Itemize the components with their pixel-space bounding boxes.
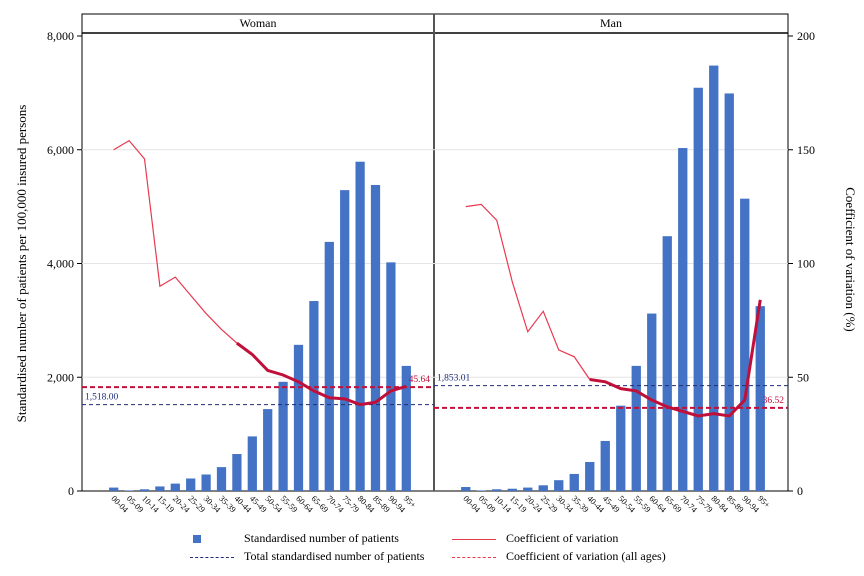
bar bbox=[201, 474, 211, 491]
legend-line-icon bbox=[452, 533, 496, 545]
bar bbox=[155, 486, 165, 491]
y-right-tick-label: 200 bbox=[797, 29, 815, 43]
bar bbox=[724, 93, 734, 491]
bar bbox=[678, 148, 688, 491]
bar bbox=[616, 405, 626, 491]
legend-item-cv: Coefficient of variation bbox=[452, 531, 618, 546]
bar bbox=[355, 161, 365, 491]
lines-layer bbox=[82, 139, 788, 418]
bar bbox=[476, 490, 486, 491]
bar bbox=[600, 440, 610, 491]
bar bbox=[662, 236, 672, 491]
bar bbox=[740, 198, 750, 491]
y-left-tick-label: 0 bbox=[68, 484, 74, 498]
bar bbox=[631, 365, 641, 491]
bar bbox=[709, 65, 719, 491]
bar bbox=[170, 483, 180, 491]
panel-title: Man bbox=[600, 16, 622, 30]
legend-square-icon bbox=[190, 533, 234, 545]
y-right-tick-label: 100 bbox=[797, 257, 815, 271]
bar bbox=[263, 409, 273, 491]
bar bbox=[340, 190, 350, 491]
bar bbox=[401, 365, 411, 491]
axes-layer bbox=[77, 35, 793, 492]
y-left-tick-label: 6,000 bbox=[47, 143, 74, 157]
cv-all-value-label: 36.52 bbox=[763, 396, 785, 406]
chart-frame bbox=[81, 13, 789, 492]
y-left-tick-label: 2,000 bbox=[47, 370, 74, 384]
y-left-tick-label: 8,000 bbox=[47, 29, 74, 43]
bar bbox=[492, 489, 502, 491]
bar bbox=[139, 489, 150, 491]
legend-item-total: Total standardised number of patients bbox=[190, 549, 424, 564]
y-right-axis-title: Coefficient of variation (%) bbox=[843, 187, 858, 332]
bar bbox=[569, 473, 579, 491]
bar bbox=[309, 301, 319, 491]
bar bbox=[461, 487, 471, 491]
y-right-tick-label: 0 bbox=[797, 484, 803, 498]
bar bbox=[755, 306, 765, 491]
bar bbox=[538, 485, 548, 491]
bar bbox=[507, 488, 517, 491]
panel-title: Woman bbox=[239, 16, 276, 30]
total-value-label: 1,518.00 bbox=[85, 393, 119, 403]
legend-item-patients: Standardised number of patients bbox=[190, 531, 399, 546]
bar bbox=[370, 185, 381, 491]
bar bbox=[124, 490, 134, 491]
bar bbox=[247, 436, 257, 491]
bar bbox=[293, 344, 304, 491]
legend-label-cv: Coefficient of variation bbox=[506, 531, 619, 545]
legend-item-cv-all: Coefficient of variation (all ages) bbox=[452, 549, 666, 564]
legend-label-total: Total standardised number of patients bbox=[244, 549, 425, 563]
y-right-tick-label: 150 bbox=[797, 143, 815, 157]
bar bbox=[186, 478, 196, 491]
cv-line-bold bbox=[589, 299, 762, 418]
bar bbox=[647, 313, 657, 491]
bar bbox=[216, 467, 227, 491]
bar bbox=[109, 487, 119, 491]
cv-line-bold bbox=[236, 341, 407, 407]
bar bbox=[585, 461, 595, 491]
bar bbox=[386, 262, 396, 491]
y-right-tick-label: 50 bbox=[797, 370, 809, 384]
bar bbox=[278, 381, 288, 491]
legend: Standardised number of patients Coeffici… bbox=[190, 531, 750, 571]
y-left-tick-label: 4,000 bbox=[47, 257, 74, 271]
bar bbox=[693, 87, 703, 491]
bars-layer bbox=[109, 65, 765, 491]
legend-dashed-line-icon bbox=[190, 551, 234, 563]
bar bbox=[523, 487, 533, 491]
legend-label-cv-all: Coefficient of variation (all ages) bbox=[506, 549, 666, 563]
cv-all-value-label: 45.64 bbox=[409, 375, 431, 385]
legend-label-patients: Standardised number of patients bbox=[244, 531, 399, 545]
total-value-label: 1,853.01 bbox=[437, 374, 471, 384]
legend-dashed-red-line-icon bbox=[452, 551, 496, 563]
bar bbox=[232, 454, 242, 491]
bar bbox=[324, 241, 334, 491]
bar bbox=[554, 480, 564, 491]
y-left-axis-title: Standardised number of patients per 100,… bbox=[14, 105, 29, 423]
